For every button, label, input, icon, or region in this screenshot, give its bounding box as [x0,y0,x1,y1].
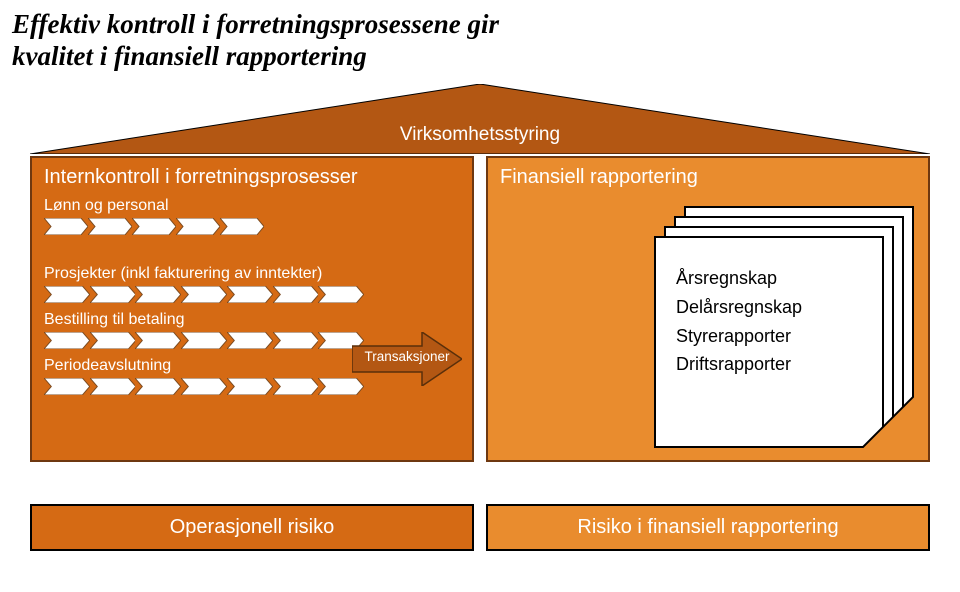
chevron-icon [90,286,136,303]
chevron-icon [318,286,364,303]
chevron-icon [90,332,136,349]
chevron-icon [176,218,220,235]
chevron-icon [273,378,319,395]
chevron-row [44,332,364,349]
financial-risk-box: Risiko i finansiell rapportering [486,504,930,551]
chevron-icon [135,332,181,349]
report-list: ÅrsregnskapDelårsregnskapStyrerapporterD… [676,264,802,379]
title-line-2: kvalitet i finansiell rapportering [12,40,948,72]
report-item: Driftsrapporter [676,350,802,379]
operational-risk-box: Operasjonell risiko [30,504,474,551]
chevron-icon [220,218,264,235]
triangle-label: Virksomhetsstyring [30,124,930,146]
arrow-label: Transaksjoner [352,349,462,364]
chevron-icon [44,378,90,395]
column-left: Internkontroll i forretningsprosesser Lø… [30,156,474,462]
chevron-icon [227,286,273,303]
financial-risk-label: Risiko i finansiell rapportering [577,516,838,538]
chevron-icon [273,332,319,349]
chevron-icon [44,218,88,235]
report-stack: ÅrsregnskapDelårsregnskapStyrerapporterD… [654,206,916,448]
process-group: Lønn og personal [44,197,460,235]
report-item: Delårsregnskap [676,293,802,322]
chevron-icon [227,378,273,395]
process-group: Prosjekter (inkl fakturering av inntekte… [44,265,460,303]
column-right-header: Finansiell rapportering [500,166,916,189]
column-right: Finansiell rapportering ÅrsregnskapDelår… [486,156,930,462]
chevron-icon [88,218,132,235]
chevron-icon [227,332,273,349]
chevron-icon [273,286,319,303]
report-sheet: ÅrsregnskapDelårsregnskapStyrerapporterD… [654,236,884,448]
chevron-icon [181,378,227,395]
chevron-icon [44,286,90,303]
chevron-icon [90,378,136,395]
chevron-icon [132,218,176,235]
chevron-icon [135,378,181,395]
bottom-boxes: Operasjonell risiko Risiko i finansiell … [30,504,930,551]
process-group-label: Lønn og personal [44,197,460,215]
chevron-row [44,378,364,395]
chevron-row [44,286,364,303]
triangle-banner: Virksomhetsstyring [30,84,930,154]
chevron-icon [181,332,227,349]
chevron-icon [44,332,90,349]
transactions-arrow: Transaksjoner [352,332,462,386]
report-item: Styrerapporter [676,322,802,351]
chevron-row [44,218,264,235]
title-line-1: Effektiv kontroll i forretningsprosessen… [12,8,948,40]
column-left-header: Internkontroll i forretningsprosesser [44,166,460,189]
main-columns: Internkontroll i forretningsprosesser Lø… [30,156,930,462]
slide-title: Effektiv kontroll i forretningsprosessen… [0,0,960,73]
process-group-label: Prosjekter (inkl fakturering av inntekte… [44,265,460,283]
report-item: Årsregnskap [676,264,802,293]
chevron-icon [135,286,181,303]
chevron-icon [181,286,227,303]
operational-risk-label: Operasjonell risiko [170,516,335,538]
process-group-label: Bestilling til betaling [44,311,460,329]
